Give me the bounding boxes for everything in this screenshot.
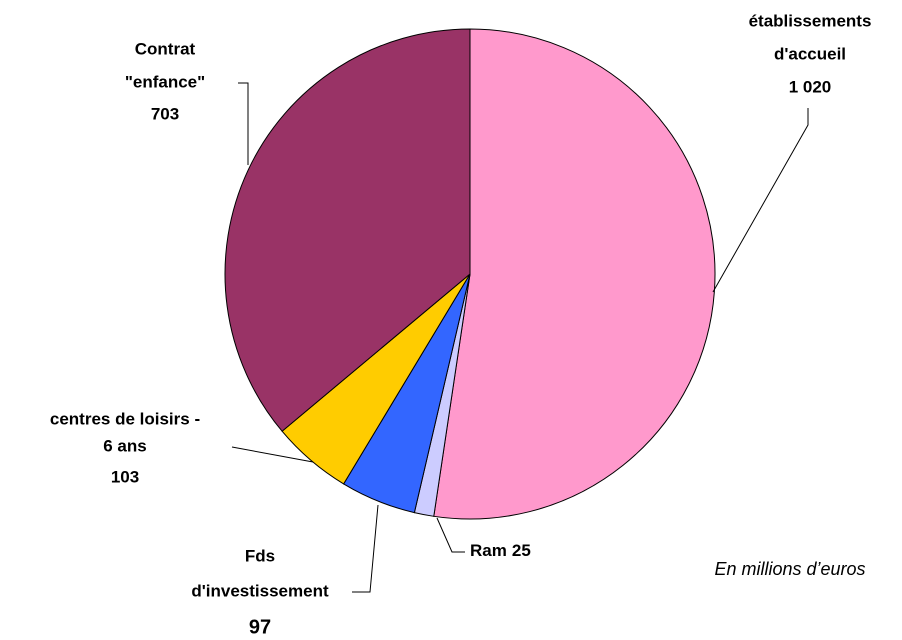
category-label: d'investissement	[191, 581, 329, 600]
annotation: En millions d’euros	[714, 559, 865, 579]
pie-slice	[433, 28, 716, 520]
pie-slice	[224, 28, 471, 432]
category-label: Contrat	[135, 39, 196, 58]
category-label: Ram	[470, 541, 507, 560]
leader-line	[436, 517, 465, 553]
category-label: "enfance"	[125, 72, 205, 91]
value-label: 1 020	[789, 77, 832, 96]
leader-line	[238, 82, 249, 165]
category-label: d'accueil	[774, 44, 846, 63]
value-label: 97	[249, 616, 271, 638]
value-label: 103	[111, 467, 139, 486]
category-label: établissements	[749, 11, 872, 30]
category-label: Fds	[245, 546, 275, 565]
leader-line	[231, 446, 314, 463]
value-label: 25	[512, 541, 531, 560]
leader-line	[352, 504, 379, 593]
category-label: 6 ans	[103, 436, 146, 455]
category-label: centres de loisirs -	[50, 409, 200, 428]
leader-line	[712, 108, 809, 293]
slice-label: Ram 25	[470, 541, 531, 560]
value-label: 703	[151, 104, 179, 123]
